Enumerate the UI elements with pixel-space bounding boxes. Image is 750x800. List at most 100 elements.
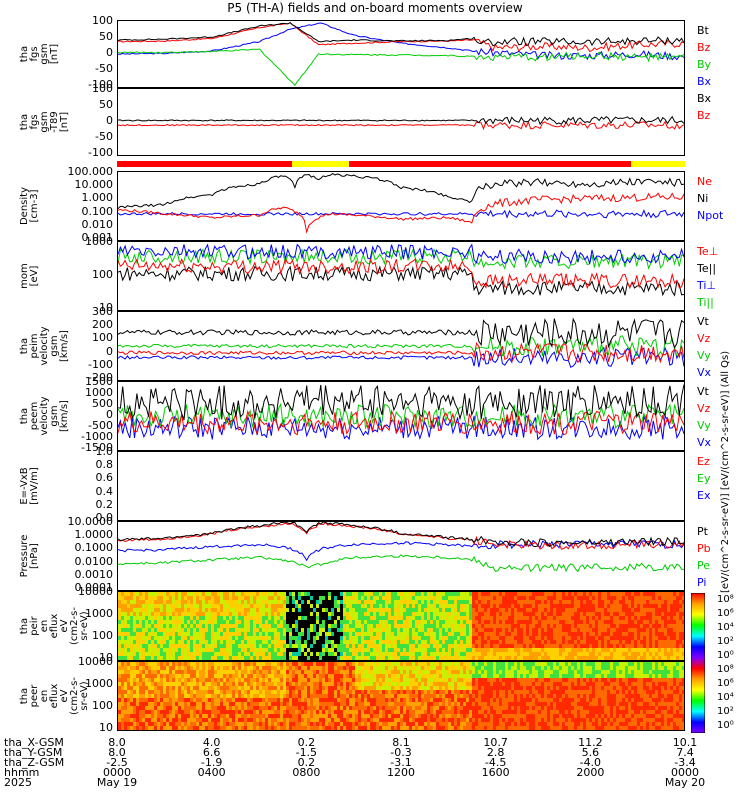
- legend-Vx: Vx: [697, 366, 712, 379]
- legend-Vt: Vt: [697, 315, 709, 328]
- colorbar-tick: 10⁴: [717, 622, 734, 633]
- tick-label: -100: [88, 146, 113, 159]
- legend-Ti||: Ti||: [697, 296, 714, 309]
- series-line-Pb: [118, 522, 684, 550]
- orbit-value: 10.7: [483, 736, 508, 749]
- colorbar-tick: 10⁶: [717, 608, 734, 619]
- tick-label: 10: [99, 651, 113, 664]
- orbit-value: -3.4: [674, 756, 696, 769]
- tick-label: 0.6: [95, 471, 114, 485]
- series-line-Pi: [118, 539, 684, 562]
- series-line-Te⊥: [118, 257, 684, 290]
- ylabel-fgs_dsl: tha fgs gsm -T89 [nT]: [19, 111, 70, 133]
- legend-Pi: Pi: [697, 576, 707, 589]
- tick-label: -500: [88, 419, 113, 432]
- series-line-Vz: [118, 341, 684, 364]
- tick-label: 50: [99, 30, 113, 43]
- orbit-value: 8.0: [108, 736, 126, 749]
- series-line-Pt: [118, 522, 684, 548]
- legend-Vx: Vx: [697, 436, 712, 449]
- colorbar-tick: 10⁸: [717, 594, 734, 605]
- legend-Ti⊥: Ti⊥: [697, 279, 717, 292]
- orbit-row-label: hhmm: [4, 766, 40, 779]
- plot-efield: [118, 452, 684, 520]
- orbit-value: -0.3: [390, 746, 412, 759]
- legend-Bx: Bx: [697, 75, 712, 88]
- series-line-Vt: [118, 317, 684, 349]
- colorbar-tick: 10²: [717, 636, 734, 647]
- ylabel-temperature: mom [eV]: [19, 263, 40, 289]
- legend-Ex: Ex: [697, 489, 711, 502]
- orbit-value: 8.0: [108, 746, 126, 759]
- legend-Npot: Npot: [697, 209, 724, 222]
- panel-efield: [117, 451, 685, 521]
- panel-peim_velocity: [117, 311, 685, 381]
- series-line-Vx: [118, 414, 684, 441]
- mode-bar-segment: [117, 161, 293, 167]
- tick-label: 100: [92, 331, 113, 345]
- panel-density: [117, 171, 685, 241]
- legend-Pb: Pb: [697, 542, 711, 555]
- legend-Vz: Vz: [697, 402, 711, 415]
- orbit-value: 0800: [292, 766, 321, 779]
- tick-label: 10.000: [74, 178, 114, 192]
- tick-label: 50: [99, 98, 113, 111]
- series-line-Npot: [118, 209, 684, 219]
- tick-label: 1.0: [95, 445, 114, 458]
- tick-label: 1.000: [81, 191, 114, 205]
- tick-label: 10000: [78, 585, 113, 598]
- plot-peir_spec: [118, 592, 684, 660]
- mode-bar-segment: [292, 161, 349, 167]
- series-line-Bz: [118, 120, 684, 131]
- ylabel-density: Density [cm-3]: [19, 186, 40, 226]
- series-line-Ne: [118, 192, 684, 234]
- tick-label: 10.0000: [67, 515, 114, 528]
- plot-density: [118, 173, 684, 234]
- panel-pressure: [117, 521, 685, 591]
- legend-Ni: Ni: [697, 192, 709, 205]
- colorbar-tick: 10²: [717, 706, 734, 717]
- plot-pressure: [118, 522, 684, 573]
- series-line-Ti||: [118, 247, 684, 271]
- series-line-Vt: [118, 384, 684, 421]
- series-line-Ti⊥: [118, 243, 684, 265]
- orbit-value: 1600: [481, 766, 510, 779]
- colorbar-tick: 10⁴: [717, 692, 734, 703]
- legend-Vy: Vy: [697, 349, 711, 362]
- orbit-value: May 20: [664, 776, 706, 789]
- orbit-value: 8.1: [392, 736, 410, 749]
- legend-Te⊥: Te⊥: [697, 245, 719, 258]
- panel-fgs_gsm: [117, 20, 685, 88]
- orbit-value: 0.2: [297, 736, 316, 749]
- legend-Bz: Bz: [697, 41, 711, 54]
- series-line-Bz: [118, 21, 684, 53]
- legend-Bt: Bt: [697, 24, 709, 37]
- series-line-Te||: [118, 265, 684, 297]
- tick-label: 300: [92, 305, 113, 318]
- series-line-By: [118, 48, 684, 87]
- colorbar-tick: 10⁶: [717, 678, 734, 689]
- tick-label: 0.0001: [74, 581, 114, 594]
- tick-label: 10: [99, 721, 113, 734]
- orbit-value: 1200: [387, 766, 415, 779]
- colorbar-gradient: [691, 593, 705, 733]
- orbit-value: 2.8: [486, 746, 505, 759]
- legend-Bx: Bx: [697, 92, 712, 105]
- tick-label: -200: [88, 371, 113, 384]
- tick-label: 0.2: [95, 497, 114, 511]
- tick-label: 0.0010: [74, 567, 114, 581]
- legend-Ez: Ez: [697, 455, 710, 468]
- series-line-Vx: [118, 346, 684, 369]
- orbit-value: -3.1: [390, 756, 412, 769]
- tick-label: 0.100: [81, 204, 114, 218]
- panel-peir_spec: [117, 591, 685, 661]
- plot-peem_velocity: [118, 384, 684, 441]
- orbit-value: 5.6: [581, 746, 600, 759]
- legend-Ne: Ne: [697, 175, 712, 188]
- tick-label: 500: [92, 397, 113, 410]
- ylabel-peim_velocity: tha peim velocity gsm [km/s]: [19, 326, 70, 366]
- colorbar-tick: 10⁰: [717, 720, 734, 731]
- tick-label: 100: [92, 268, 113, 281]
- tick-label: -100: [88, 357, 113, 371]
- tick-label: 0.001: [81, 231, 114, 244]
